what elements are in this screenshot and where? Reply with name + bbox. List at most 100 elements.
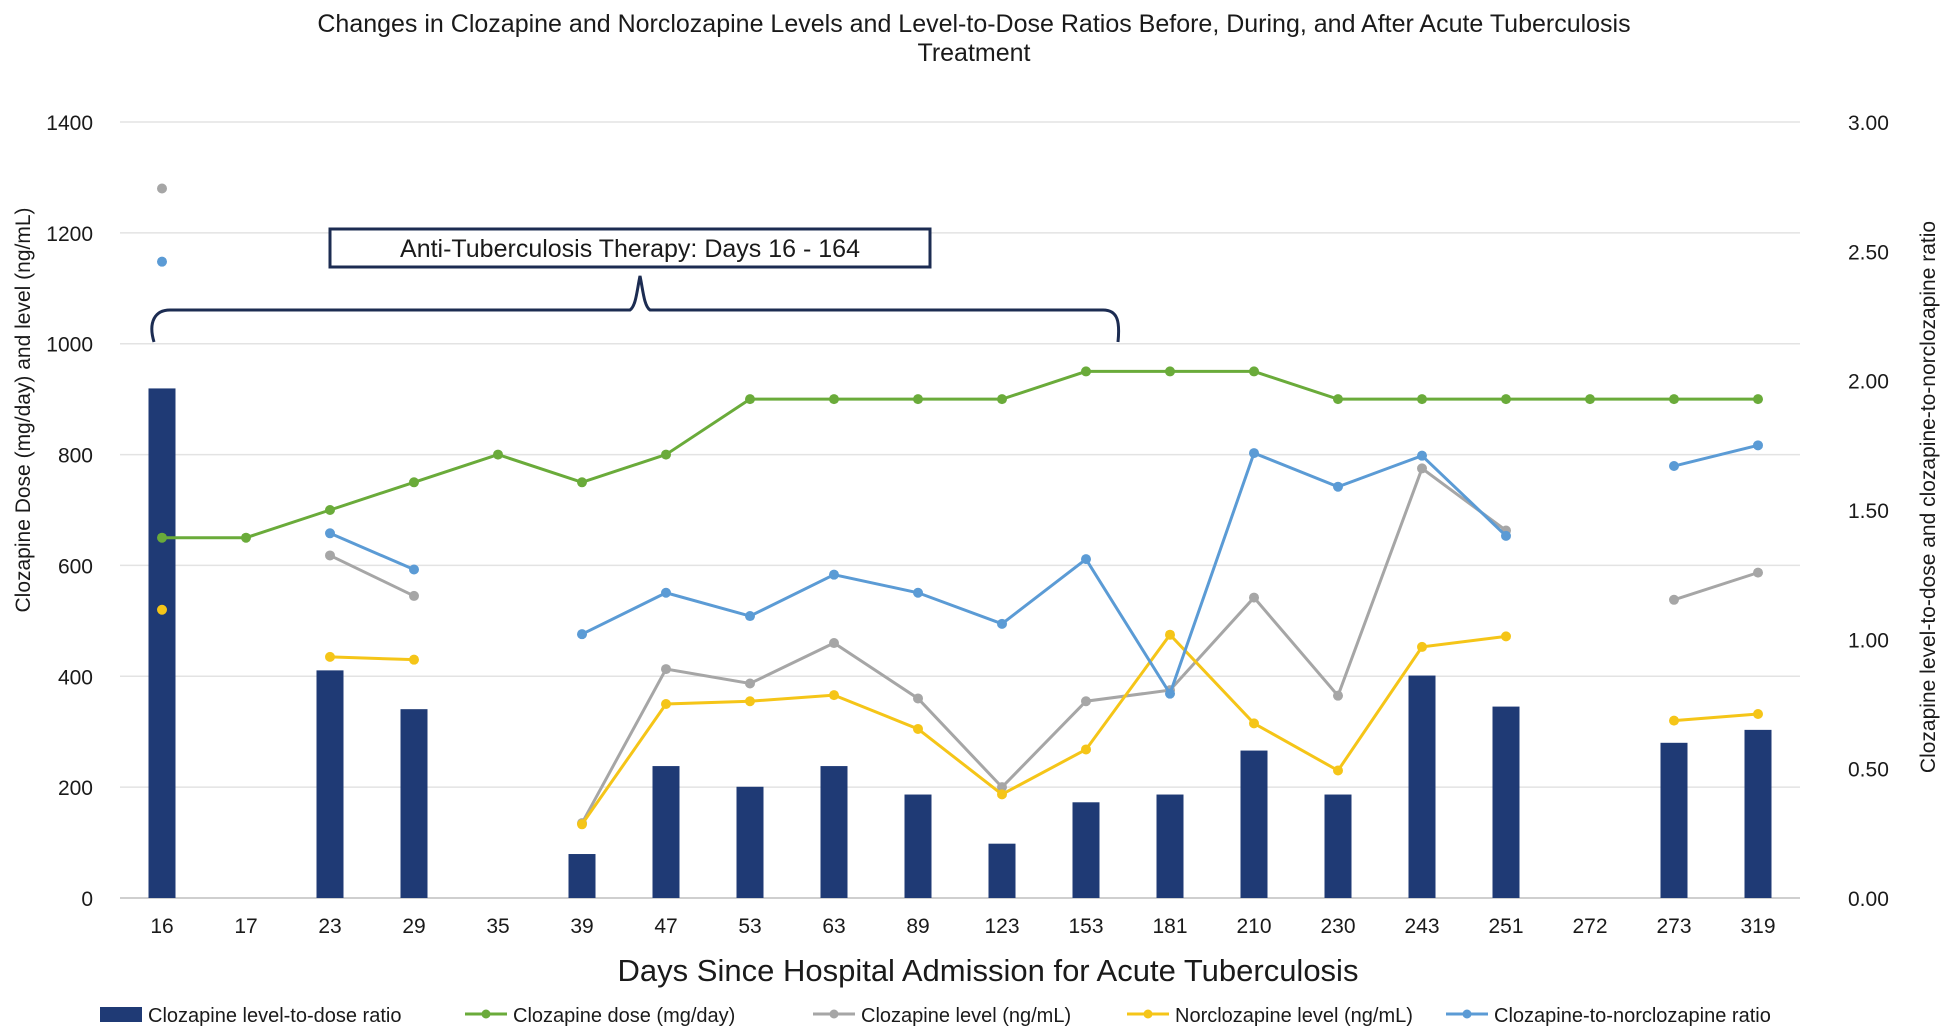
point-clozapine-dose-mg-day xyxy=(1753,394,1763,405)
point-norclozapine-level-ng-ml xyxy=(1081,744,1091,755)
point-clozapine-level-ng-ml xyxy=(1081,696,1091,707)
line-norclozapine-level-ng-ml xyxy=(1673,712,1759,723)
point-clozapine-to-norclozapine-ratio xyxy=(829,569,839,580)
y-right-tick-label: 1.50 xyxy=(1848,500,1889,523)
x-tick-label: 16 xyxy=(150,915,173,938)
legend-marker-norclozapine-level-ng-ml xyxy=(1143,1009,1153,1019)
point-norclozapine-level-ng-ml xyxy=(1333,765,1343,776)
point-clozapine-to-norclozapine-ratio xyxy=(745,611,755,622)
line-clozapine-level-ng-ml xyxy=(580,466,1507,824)
legend-marker-clozapine-level-ng-ml xyxy=(829,1009,839,1019)
point-norclozapine-level-ng-ml xyxy=(1249,718,1259,729)
point-clozapine-dose-mg-day xyxy=(1501,394,1511,405)
point-clozapine-dose-mg-day xyxy=(493,449,503,460)
x-tick-label: 29 xyxy=(402,915,425,938)
line-clozapine-to-norclozapine-ratio xyxy=(329,531,415,571)
point-clozapine-to-norclozapine-ratio xyxy=(1333,481,1343,492)
x-tick-label: 210 xyxy=(1236,915,1271,938)
y-right-tick-label: 2.50 xyxy=(1848,241,1889,264)
therapy-annotation: Anti-Tuberculosis Therapy: Days 16 - 164 xyxy=(150,227,1121,343)
legend-label-clozapine-to-norclozapine-ratio: Clozapine-to-norclozapine ratio xyxy=(1494,1005,1771,1027)
point-clozapine-to-norclozapine-ratio xyxy=(997,618,1007,629)
point-norclozapine-level-ng-ml xyxy=(661,699,671,709)
point-norclozapine-level-ng-ml xyxy=(829,690,839,701)
y-right-tick-label: 1.00 xyxy=(1848,629,1889,652)
point-norclozapine-level-ng-ml xyxy=(1501,631,1511,642)
y-axis-left-label: Clozapine Dose (mg/day) and level (ng/mL… xyxy=(12,207,35,612)
y-right-tick-label: 2.00 xyxy=(1848,371,1889,394)
x-axis-label: Days Since Hospital Admission for Acute … xyxy=(618,953,1359,988)
point-norclozapine-level-ng-ml xyxy=(997,789,1007,800)
annotation-brace xyxy=(150,275,1121,343)
legend: Clozapine level-to-dose ratio Clozapine d… xyxy=(100,1005,1771,1027)
y-left-tick-label: 1200 xyxy=(46,223,93,246)
line-norclozapine-level-ng-ml xyxy=(329,655,415,662)
point-clozapine-to-norclozapine-ratio xyxy=(1417,450,1427,461)
point-clozapine-level-ng-ml xyxy=(1753,567,1763,578)
point-clozapine-level-ng-ml xyxy=(913,693,923,704)
y-left-tick-label: 200 xyxy=(58,777,93,800)
x-tick-label: 39 xyxy=(570,915,593,938)
bar-level-to-dose-ratio xyxy=(1660,742,1688,898)
bars xyxy=(148,388,1772,898)
point-norclozapine-level-ng-ml xyxy=(745,696,755,707)
point-clozapine-level-ng-ml xyxy=(829,638,839,649)
point-clozapine-level-ng-ml xyxy=(997,782,1007,793)
bar-level-to-dose-ratio xyxy=(1072,802,1100,898)
x-tick-label: 89 xyxy=(906,915,929,938)
point-clozapine-to-norclozapine-ratio xyxy=(1669,461,1679,472)
bar-level-to-dose-ratio xyxy=(1324,794,1352,898)
line-clozapine-level-ng-ml xyxy=(1673,571,1759,602)
line-clozapine-to-norclozapine-ratio xyxy=(581,451,1508,698)
bar-level-to-dose-ratio xyxy=(1156,794,1184,898)
point-clozapine-to-norclozapine-ratio xyxy=(409,564,419,575)
point-clozapine-level-ng-ml xyxy=(1333,690,1343,701)
y-left-tick-label: 0 xyxy=(81,888,93,911)
point-clozapine-level-ng-ml xyxy=(745,678,755,689)
bar-level-to-dose-ratio xyxy=(988,843,1016,898)
point-clozapine-level-ng-ml xyxy=(1249,592,1259,603)
point-norclozapine-level-ng-ml xyxy=(1417,641,1427,652)
point-norclozapine-level-ng-ml xyxy=(577,819,587,830)
y-left-tick-label: 1400 xyxy=(46,112,93,135)
bar-level-to-dose-ratio xyxy=(568,854,596,898)
point-clozapine-dose-mg-day xyxy=(1165,366,1175,377)
line-clozapine-to-norclozapine-ratio xyxy=(1673,443,1759,468)
point-clozapine-dose-mg-day xyxy=(241,532,251,543)
x-tick-label: 230 xyxy=(1320,915,1355,938)
y-left-tick-label: 1000 xyxy=(46,334,93,357)
x-tick-label: 63 xyxy=(822,915,845,938)
point-clozapine-to-norclozapine-ratio xyxy=(157,256,167,267)
point-clozapine-to-norclozapine-ratio xyxy=(1165,688,1175,699)
point-clozapine-level-ng-ml xyxy=(1669,594,1679,605)
point-clozapine-dose-mg-day xyxy=(1585,394,1595,405)
left-axis-ticks: 0 200 400 600 800 1000 1200 1400 xyxy=(46,112,93,911)
point-clozapine-dose-mg-day xyxy=(745,394,755,405)
x-tick-label: 251 xyxy=(1488,915,1523,938)
point-clozapine-dose-mg-day xyxy=(409,477,419,488)
x-tick-label: 35 xyxy=(486,915,509,938)
point-clozapine-dose-mg-day xyxy=(997,394,1007,405)
y-left-tick-label: 400 xyxy=(58,666,93,689)
x-tick-label: 123 xyxy=(984,915,1019,938)
point-clozapine-to-norclozapine-ratio xyxy=(913,587,923,598)
x-tick-label: 153 xyxy=(1068,915,1103,938)
point-norclozapine-level-ng-ml xyxy=(1669,715,1679,726)
point-clozapine-level-ng-ml xyxy=(157,183,167,194)
point-clozapine-to-norclozapine-ratio xyxy=(1501,530,1511,541)
bar-level-to-dose-ratio xyxy=(400,709,428,898)
point-clozapine-dose-mg-day xyxy=(913,394,923,405)
point-clozapine-dose-mg-day xyxy=(157,532,167,543)
chart-title-line-2: Treatment xyxy=(917,39,1030,67)
bar-level-to-dose-ratio xyxy=(1408,675,1436,898)
point-clozapine-to-norclozapine-ratio xyxy=(1249,448,1259,459)
x-tick-label: 47 xyxy=(654,915,677,938)
point-norclozapine-level-ng-ml xyxy=(325,651,335,662)
x-tick-label: 53 xyxy=(738,915,761,938)
legend-marker-clozapine-to-norclozapine-ratio xyxy=(1462,1009,1472,1019)
line-norclozapine-level-ng-ml xyxy=(580,632,1507,826)
point-clozapine-dose-mg-day xyxy=(577,477,587,488)
bar-level-to-dose-ratio xyxy=(736,786,764,898)
bar-level-to-dose-ratio xyxy=(1240,750,1268,898)
x-tick-label: 181 xyxy=(1152,915,1187,938)
